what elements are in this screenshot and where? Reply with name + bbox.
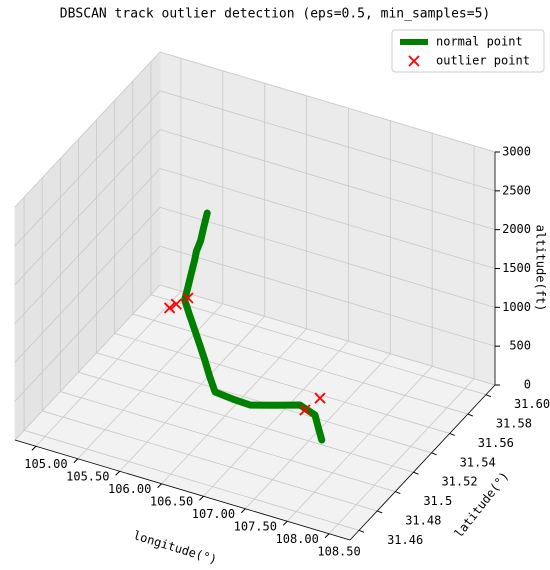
grid-line <box>77 303 224 460</box>
grid-line <box>14 129 161 285</box>
z-tick-label: 0 <box>524 378 531 392</box>
grid-line <box>35 290 182 447</box>
y-tick <box>467 413 473 417</box>
x-tick-label: 106.00 <box>108 482 151 496</box>
grid-line <box>150 294 487 396</box>
grid-line <box>114 333 450 434</box>
grid-line <box>203 340 349 497</box>
y-tick-label: 31.5 <box>423 494 452 508</box>
legend-label: normal point <box>436 35 523 49</box>
grid-line <box>14 168 161 324</box>
x-tick-label: 106.50 <box>150 494 193 508</box>
y-tick-label: 31.52 <box>441 475 477 489</box>
legend-label: outlier point <box>436 54 530 68</box>
axis-line <box>349 384 496 541</box>
x-tick-label: 107.00 <box>192 507 235 521</box>
grid-line <box>328 378 475 535</box>
panes <box>14 50 496 541</box>
z-tick-label: 1000 <box>502 300 531 314</box>
chart-title: DBSCAN track outlier detection (eps=0.5,… <box>60 7 490 22</box>
grid-line <box>14 90 161 247</box>
y-tick-label: 31.56 <box>478 436 514 450</box>
grid-line <box>14 284 161 441</box>
y-tick-label: 31.60 <box>514 397 550 411</box>
grid-line <box>159 206 496 308</box>
track-line <box>181 209 326 444</box>
outlier-point <box>299 404 311 416</box>
x-tick-label: 105.00 <box>24 457 67 471</box>
grid-line <box>119 315 265 472</box>
grid-line <box>132 313 468 415</box>
grid-line <box>159 245 496 347</box>
y-tick <box>449 432 455 436</box>
x-tick <box>73 458 79 464</box>
x-tick <box>199 495 204 501</box>
y-tick-label: 31.48 <box>405 513 441 527</box>
y-tick <box>358 529 365 533</box>
y-tick <box>413 471 419 475</box>
x-tick <box>31 445 37 451</box>
y-tick <box>485 394 492 398</box>
grid-line <box>159 90 496 192</box>
grid-line <box>78 371 414 473</box>
x-tick <box>282 520 288 526</box>
y-tick <box>377 510 383 514</box>
grid-line <box>159 168 496 269</box>
grid-line <box>14 51 161 208</box>
x-tick-label: 108.00 <box>276 532 319 546</box>
z-tick-label: 500 <box>509 339 531 353</box>
x-tick-label: 105.50 <box>66 469 109 483</box>
y-tick <box>431 452 437 456</box>
grid-line <box>14 245 161 402</box>
z-tick-label: 3000 <box>502 145 531 159</box>
axis-line <box>14 439 351 541</box>
grid-line <box>159 284 496 386</box>
y-tick-label: 31.54 <box>460 455 496 469</box>
x-tick-label: 108.50 <box>317 544 360 558</box>
legend-swatch <box>408 55 420 67</box>
outlier-point <box>182 292 194 304</box>
y-tick <box>395 491 401 495</box>
outlier-point <box>163 302 176 314</box>
grid-line <box>286 365 433 522</box>
y-tick-label: 31.46 <box>387 533 423 547</box>
outlier-point <box>170 298 182 310</box>
x-tick <box>115 470 121 476</box>
y-tick-label: 31.58 <box>496 417 532 431</box>
grid-line <box>161 328 307 485</box>
x-tick <box>157 483 162 489</box>
legend-box <box>391 29 545 73</box>
x-tick <box>240 508 246 514</box>
z-tick-label: 1500 <box>502 261 531 275</box>
grid-line <box>159 129 496 231</box>
z-tick-label: 2500 <box>502 183 531 197</box>
x-tick <box>324 533 330 539</box>
grid-line <box>159 51 496 153</box>
outlier-point <box>314 392 326 404</box>
z-tick-label: 2000 <box>502 222 531 236</box>
grid-line <box>14 207 161 363</box>
z-axis-label: altitude(ft) <box>534 225 548 312</box>
grid-line <box>42 410 378 512</box>
grid-line <box>23 429 360 531</box>
x-tick-label: 107.50 <box>234 519 277 533</box>
x-axis-label: longitude(°) <box>132 528 219 567</box>
grid-line <box>60 391 396 492</box>
